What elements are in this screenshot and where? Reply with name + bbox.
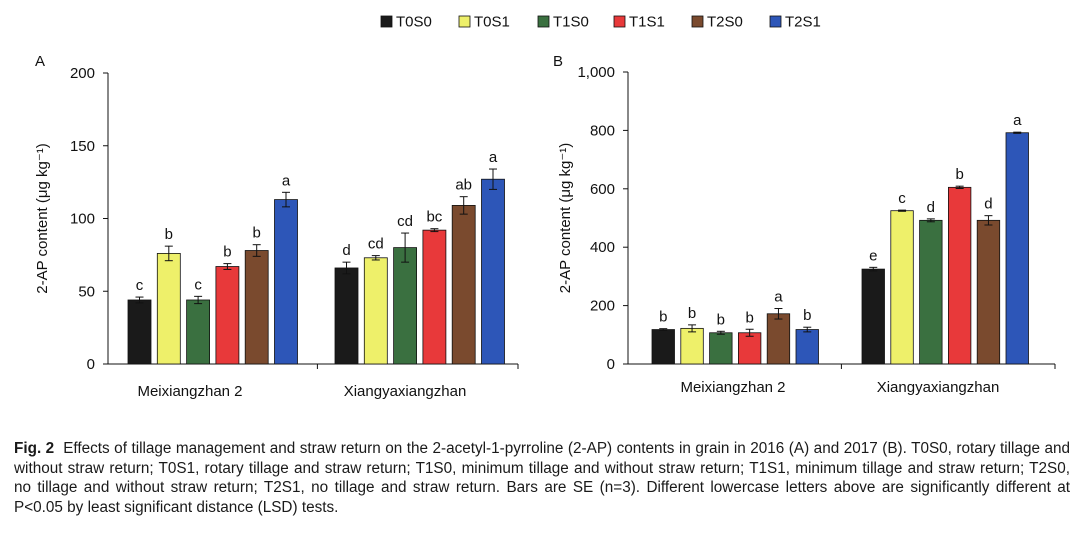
panel-b-category-label: Xiangyaxiangzhan <box>877 379 1000 396</box>
figure-caption: Fig. 2 Effects of tillage management and… <box>14 439 1070 517</box>
legend-label-t1s1: T1S1 <box>629 14 665 31</box>
legend-swatch-t0s0 <box>380 15 393 28</box>
panel-a-category-label: Xiangyaxiangzhan <box>344 383 467 400</box>
panel-a-bar-t2s0 <box>451 205 476 365</box>
panel-b-ytick-label: 400 <box>590 239 615 256</box>
panel-a-ytick-label: 200 <box>70 65 95 82</box>
legend-label-t0s1: T0S1 <box>474 14 510 31</box>
panel-b-ytick-label: 200 <box>590 298 615 315</box>
panel-b-bar-t0s1 <box>680 327 704 365</box>
panel-a-ytick-label: 150 <box>70 138 95 155</box>
panel-a-bar-t1s0 <box>186 299 211 365</box>
legend-swatch-t0s1 <box>458 15 471 28</box>
legend-label-t0s0: T0S0 <box>396 14 432 31</box>
panel-a-significance-letter-t0s0: c <box>136 277 144 294</box>
panel-a-y-axis-label: 2-AP content (μg kg⁻¹) <box>34 143 51 294</box>
panel-a-significance-letter-t2s0: b <box>253 225 261 242</box>
panel-a-significance-letter-t2s1: a <box>489 149 498 166</box>
panel-a-bar-t2s1 <box>481 178 505 365</box>
panel-a-ytick-label: 0 <box>87 356 95 373</box>
panel-b-significance-letter-t2s1: b <box>803 307 811 324</box>
panel-b-significance-letter-t1s0: b <box>717 311 725 328</box>
panel-a-bar-t1s1 <box>215 266 240 365</box>
legend-swatch-t1s1 <box>613 15 626 28</box>
panel-a-ytick-label: 50 <box>78 283 95 300</box>
panel-b-significance-letter-t2s0: d <box>984 196 992 213</box>
panel-b-significance-letter-t0s0: e <box>869 247 877 264</box>
panel-a-significance-letter-t2s1: a <box>282 172 291 189</box>
panel-a-ytick-label: 100 <box>70 211 95 228</box>
panel-b-label: B <box>553 53 563 70</box>
panel-a-significance-letter-t1s0: c <box>194 276 202 293</box>
legend-label-t2s1: T2S1 <box>785 14 821 31</box>
panel-b-significance-letter-t0s1: b <box>688 305 696 322</box>
panel-a-bar-t1s1 <box>422 229 447 365</box>
panel-b-bar-t0s1 <box>890 210 914 365</box>
panel-a-significance-letter-t1s1: b <box>223 244 231 261</box>
panel-a-bar-t0s1 <box>156 253 181 365</box>
panel-a-significance-letter-t0s1: b <box>165 226 173 243</box>
panel-a-label: A <box>35 53 45 70</box>
panel-a-significance-letter-t0s1: cd <box>368 236 384 253</box>
panel-b-bar-t0s0 <box>651 329 675 365</box>
panel-a-bar-t0s0 <box>334 267 359 365</box>
caption-text: Effects of tillage management and straw … <box>14 440 1070 516</box>
panel-a-bar-t1s0 <box>393 247 418 365</box>
panel-b-bar-t2s0 <box>976 219 1001 365</box>
legend-swatch-t2s0 <box>691 15 704 28</box>
panel-b-significance-letter-t1s0: d <box>927 199 935 216</box>
panel-a-significance-letter-t2s0: ab <box>455 177 472 194</box>
panel-b-bar-t1s0 <box>919 219 943 365</box>
panel-a-bar-t2s0 <box>244 250 269 365</box>
panel-b-ytick-label: 1,000 <box>577 64 615 81</box>
panel-a-bar-t0s1 <box>363 257 388 365</box>
figure-chart: T0S0 T0S1 T1S0 T1S1 T2S0 T2S1 A 0 50 100 150 200 2-A… <box>34 14 1056 400</box>
panel-b-bar-t1s0 <box>709 332 733 365</box>
legend-swatch-t2s1 <box>769 15 782 28</box>
panel-b-bar-t1s1 <box>948 186 972 365</box>
panel-b-ytick-label: 600 <box>590 181 615 198</box>
panel-b-significance-letter-t2s0: a <box>774 289 783 306</box>
panel-b-category-label: Meixiangzhan 2 <box>680 379 785 396</box>
panel-b-bar-t2s1 <box>795 329 819 365</box>
panel-b-bar-t1s1 <box>738 332 762 365</box>
panel-b-significance-letter-t0s1: c <box>898 190 906 207</box>
legend-label-t2s0: T2S0 <box>707 14 743 31</box>
panel-b-y-axis-label: 2-AP content (μg kg⁻¹) <box>557 143 574 294</box>
panel-b-significance-letter-t2s1: a <box>1013 112 1022 129</box>
panel-a-significance-letter-t0s0: d <box>342 242 350 259</box>
panel-b-bar-t2s0 <box>766 313 791 365</box>
panel-a-bar-t0s0 <box>127 299 152 365</box>
panel-a-bar-t2s1 <box>274 199 298 365</box>
panel-b-ytick-label: 800 <box>590 122 615 139</box>
panel-b-significance-letter-t0s0: b <box>659 309 667 326</box>
panel-b-significance-letter-t1s1: b <box>745 309 753 326</box>
panel-a-category-label: Meixiangzhan 2 <box>137 383 242 400</box>
panel-a-significance-letter-t1s1: bc <box>426 209 442 226</box>
panel-b-ytick-label: 0 <box>607 356 615 373</box>
caption-fig-label: Fig. 2 <box>14 440 55 457</box>
legend-swatch-t1s0 <box>537 15 550 28</box>
panel-a-significance-letter-t1s0: cd <box>397 213 413 230</box>
panel-b-bar-t0s0 <box>861 268 885 365</box>
panel-b-significance-letter-t1s1: b <box>955 166 963 183</box>
panel-b-bar-t2s1 <box>1005 132 1029 365</box>
legend-label-t1s0: T1S0 <box>553 14 589 31</box>
